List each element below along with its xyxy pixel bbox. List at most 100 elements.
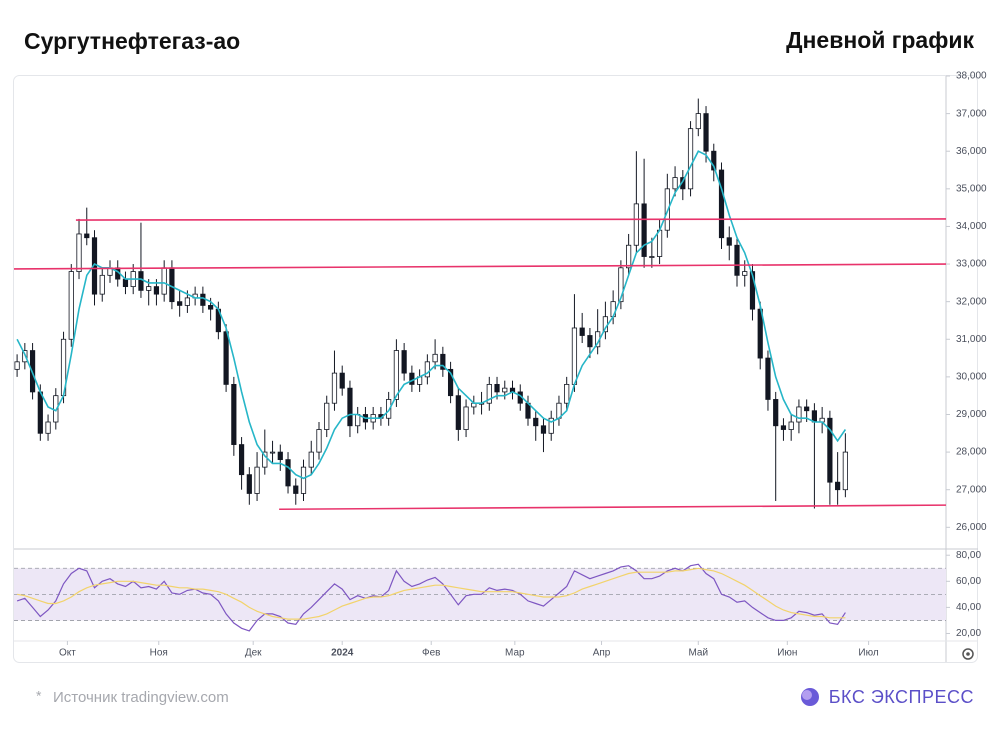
candle-body: [347, 387, 353, 427]
candle-body: [765, 357, 771, 400]
candle-body: [827, 417, 833, 483]
candle-body: [339, 372, 345, 389]
candle-body: [331, 372, 338, 404]
x-tick-label: Мар: [505, 648, 525, 659]
candle-body: [300, 466, 307, 494]
brand: БКС ЭКСПРЕСС: [829, 687, 974, 707]
subtitle: Дневной график: [786, 27, 974, 53]
candle-body: [238, 444, 245, 476]
y-tick-label: 60,00: [956, 576, 981, 587]
x-tick-label: Май: [688, 648, 708, 659]
y-tick-label: 40,00: [956, 602, 981, 613]
candle-body: [440, 353, 446, 370]
candle-body: [455, 395, 461, 430]
indicator-line: [16, 563, 846, 632]
logo-highlight: [802, 690, 812, 700]
candle-body: [734, 244, 740, 276]
x-tick-label: Ноя: [150, 648, 168, 659]
level-line: [13, 263, 947, 270]
candle-body: [811, 410, 818, 423]
candle-body: [494, 383, 500, 393]
candle-body: [285, 459, 291, 487]
candle-body: [393, 350, 399, 400]
candle-body: [533, 417, 539, 427]
candle-body: [293, 485, 299, 494]
candle-body: [540, 425, 547, 434]
y-tick-label: 27,000: [956, 484, 987, 495]
candle-body: [502, 387, 508, 393]
candle-body: [486, 383, 492, 404]
candle-body: [649, 256, 655, 258]
candle-body: [223, 331, 229, 385]
y-tick-label: 35,000: [956, 183, 987, 194]
candle-body: [76, 233, 82, 272]
gear: [962, 648, 974, 660]
level-line: [279, 504, 947, 511]
candle-body: [633, 203, 639, 246]
candle-body: [618, 267, 624, 303]
candle-body: [37, 391, 43, 434]
candle-body: [703, 113, 709, 152]
candle-body: [579, 327, 585, 336]
candle-body: [262, 451, 268, 468]
x-tick-label: Июн: [777, 648, 797, 659]
candle-body: [254, 466, 260, 494]
candle-body: [804, 406, 810, 412]
candle-body: [45, 421, 51, 434]
candle-body: [246, 474, 252, 494]
candle-body: [749, 271, 756, 310]
y-tick-label: 30,000: [956, 372, 987, 383]
candle-body: [548, 417, 554, 434]
candle-body: [718, 169, 725, 239]
candle-body: [153, 286, 160, 295]
plot-area: 26,000 27,000 28,000 29,000 30,000 31,000 32,0…: [13, 71, 987, 659]
candle-body: [842, 451, 848, 491]
candle-body: [571, 327, 578, 385]
candle-body: [796, 406, 802, 423]
candle-body: [324, 402, 330, 430]
y-tick-label: 36,000: [956, 146, 987, 157]
source: Источник tradingview.com: [53, 689, 229, 706]
candle-body: [587, 335, 593, 348]
candle-body: [401, 350, 407, 374]
candle-body: [184, 297, 190, 306]
candle-body: [788, 421, 794, 430]
candle-body: [656, 229, 663, 257]
candle-body: [409, 372, 415, 385]
candle-body: [835, 481, 841, 491]
candle-body: [146, 286, 152, 291]
settings-icon[interactable]: [962, 648, 974, 660]
gear-center: [966, 652, 970, 656]
x-tick-label: Фев: [422, 648, 440, 659]
candle-body: [463, 406, 469, 430]
candle-body: [68, 271, 74, 340]
y-tick-label: 38,000: [956, 71, 987, 82]
candle-body: [138, 271, 144, 291]
candle-body: [726, 237, 732, 246]
level-line: [75, 218, 947, 221]
candle-body: [386, 399, 392, 419]
x-tick-label: Июл: [858, 648, 878, 659]
candle-body: [773, 399, 779, 427]
candle-body: [208, 305, 214, 310]
x-tick-label: 2024: [331, 648, 354, 659]
candle-body: [564, 383, 570, 404]
candle-body: [308, 451, 314, 468]
title: Сургутнефтегаз-ао: [24, 28, 240, 54]
y-tick-label: 20,00: [956, 628, 981, 639]
candle-body: [169, 267, 175, 303]
candle-body: [161, 267, 167, 295]
y-tick-label: 26,000: [956, 522, 987, 533]
footnote-mark: *: [36, 688, 42, 704]
candle-body: [99, 274, 105, 295]
indicator-line: [16, 567, 846, 620]
x-tick-label: Дек: [245, 648, 262, 659]
candle-body: [177, 301, 183, 306]
candle-body: [742, 271, 748, 276]
candle-body: [277, 451, 283, 461]
candle-body: [231, 383, 237, 445]
y-tick-label: 28,000: [956, 447, 987, 458]
candle-body: [269, 451, 276, 454]
